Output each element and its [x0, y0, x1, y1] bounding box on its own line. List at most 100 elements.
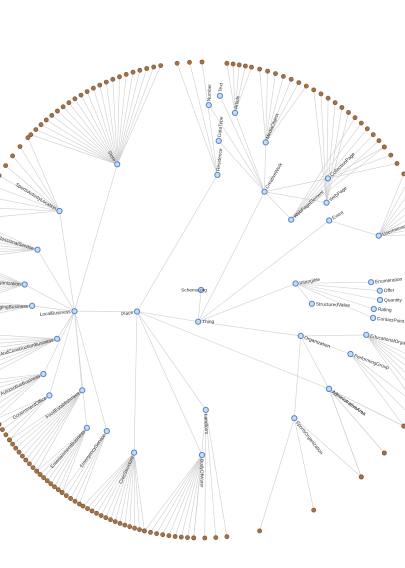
- inner-node-label: Residence: [216, 148, 225, 172]
- tree-edge: [0, 338, 58, 340]
- tree-edge: [12, 155, 60, 212]
- inner-node: [202, 406, 209, 413]
- tree-edge: [22, 390, 83, 457]
- inner-node: [56, 207, 63, 215]
- tree-edge: [0, 210, 60, 217]
- leaf-node: [48, 481, 54, 487]
- inner-node: [214, 171, 221, 178]
- leaf-node: [137, 527, 142, 532]
- leaf-node: [122, 522, 128, 528]
- tree-edge: [87, 452, 135, 509]
- tree-edge: [0, 373, 44, 384]
- tree-edge: [295, 281, 372, 284]
- tree-edge: [181, 454, 203, 538]
- leaf-node: [370, 132, 376, 138]
- tree-edge: [326, 107, 343, 203]
- tree-edge: [15, 390, 83, 449]
- tree-edge: [32, 305, 75, 312]
- tree-edge: [37, 249, 75, 312]
- leaf-node: [318, 91, 324, 97]
- tree-edge: [35, 129, 118, 165]
- leaf-node: [52, 484, 57, 490]
- tree-edge: [290, 140, 380, 220]
- leaf-node: [91, 85, 96, 91]
- inner-node: [261, 188, 268, 195]
- leaf-node: [358, 120, 364, 126]
- tree-edge: [234, 67, 252, 114]
- tree-edge: [49, 311, 75, 396]
- inner-node-label: DataType: [217, 116, 225, 137]
- leaf-node: [123, 72, 129, 77]
- tree-edge: [0, 245, 38, 250]
- tree-edge: [0, 338, 58, 356]
- tree-edge: [327, 146, 385, 179]
- tree-edge: [36, 390, 83, 472]
- tree-edge: [59, 210, 75, 312]
- leaf-node: [236, 62, 242, 68]
- leaf-node: [132, 525, 137, 531]
- tree-edge: [328, 388, 362, 478]
- tree-edge: [136, 311, 203, 456]
- leaf-node: [401, 423, 405, 429]
- leaf-node: [137, 67, 143, 73]
- tree-edge: [232, 63, 236, 113]
- inner-node: [375, 232, 382, 239]
- inner-node-label: Landform: [202, 414, 209, 434]
- leaf-node: [17, 144, 23, 149]
- tree-edge: [0, 236, 38, 250]
- tree-edge: [234, 65, 246, 113]
- tree-edge: [105, 452, 135, 518]
- leaf-node: [77, 501, 82, 507]
- inner-node: [215, 137, 222, 144]
- tree-edge: [5, 165, 60, 212]
- leaf-node: [151, 64, 157, 70]
- tree-edge: [295, 283, 374, 310]
- tree-edge: [197, 191, 265, 322]
- tree-edge: [290, 122, 362, 220]
- tree-labels: Schema.org Enumeration Offer Quantity Rating…: [0, 82, 405, 488]
- tree-edge: [329, 220, 379, 236]
- leaf-node: [63, 493, 69, 498]
- tree-edge: [106, 82, 118, 165]
- tree-edge: [61, 427, 88, 493]
- leaf-node: [41, 475, 46, 481]
- inner-node: [376, 296, 384, 304]
- tree-edge: [320, 93, 327, 203]
- tree-edge: [295, 283, 374, 319]
- inner-node: [114, 161, 121, 168]
- tree-edge: [110, 452, 135, 520]
- leaf-node: [110, 76, 116, 82]
- tree-edge: [50, 427, 88, 484]
- tree-edge: [0, 338, 58, 344]
- inner-node: [131, 449, 138, 456]
- inner-node-label: Event: [331, 209, 345, 221]
- tree-edge: [264, 178, 328, 192]
- inner-node: [205, 102, 212, 109]
- leaf-node: [199, 59, 205, 65]
- inner-node: [368, 279, 375, 286]
- inner-node: [262, 139, 269, 146]
- leaf-node: [185, 535, 190, 540]
- tree-edge: [378, 225, 405, 236]
- tree-edge: [378, 186, 405, 236]
- inner-node: [216, 92, 223, 99]
- leaf-node: [68, 496, 73, 501]
- tree-edge: [150, 454, 203, 533]
- leaf-node: [257, 528, 262, 534]
- inner-node-label: MedicalOrganization: [0, 278, 21, 288]
- inner-node-label: Intangible: [299, 277, 321, 287]
- tree-edge: [0, 188, 60, 212]
- tree-edge: [0, 373, 44, 409]
- leaf-node: [144, 66, 150, 71]
- inner-node: [195, 318, 202, 325]
- inner-node: [54, 335, 61, 342]
- leaf-node: [3, 163, 8, 168]
- inner-node: [326, 217, 333, 224]
- inner-node: [71, 308, 78, 315]
- tree-edge: [124, 452, 135, 526]
- leaf-node: [154, 531, 159, 536]
- tree-edge: [0, 284, 25, 287]
- inner-node: [83, 424, 91, 431]
- tree-edge: [295, 283, 380, 291]
- tree-edge: [30, 134, 118, 165]
